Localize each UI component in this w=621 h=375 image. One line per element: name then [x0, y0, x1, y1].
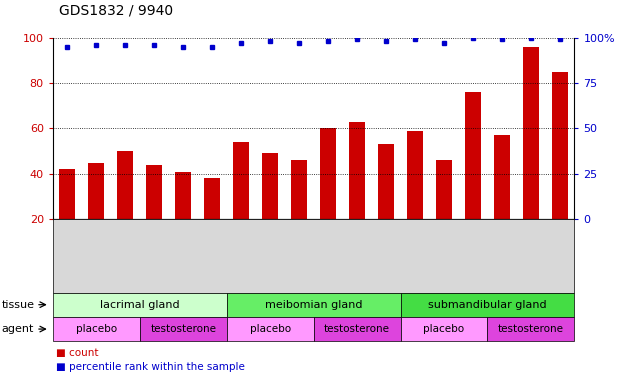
- Bar: [291, 160, 307, 219]
- Text: agent: agent: [2, 324, 34, 334]
- Bar: [60, 170, 75, 219]
- Bar: [436, 160, 452, 219]
- Bar: [175, 172, 191, 219]
- Bar: [204, 178, 220, 219]
- Text: testosterone: testosterone: [498, 324, 564, 334]
- Bar: [378, 144, 394, 219]
- Bar: [233, 142, 249, 219]
- Text: ■ percentile rank within the sample: ■ percentile rank within the sample: [56, 362, 245, 372]
- Text: GDS1832 / 9940: GDS1832 / 9940: [59, 4, 173, 18]
- Bar: [117, 151, 134, 219]
- Text: placebo: placebo: [76, 324, 117, 334]
- Bar: [88, 162, 104, 219]
- Text: submandibular gland: submandibular gland: [428, 300, 547, 310]
- Text: testosterone: testosterone: [324, 324, 390, 334]
- Bar: [465, 92, 481, 219]
- Bar: [262, 153, 278, 219]
- Text: placebo: placebo: [250, 324, 291, 334]
- Text: meibomian gland: meibomian gland: [265, 300, 363, 310]
- Bar: [349, 122, 365, 219]
- Text: tissue: tissue: [2, 300, 35, 310]
- Bar: [147, 165, 162, 219]
- Text: ■ count: ■ count: [56, 348, 98, 358]
- Text: lacrimal gland: lacrimal gland: [100, 300, 179, 310]
- Text: testosterone: testosterone: [150, 324, 216, 334]
- Bar: [407, 131, 423, 219]
- Bar: [320, 128, 336, 219]
- Bar: [552, 72, 568, 219]
- Text: placebo: placebo: [424, 324, 465, 334]
- Bar: [523, 46, 539, 219]
- Bar: [494, 135, 510, 219]
